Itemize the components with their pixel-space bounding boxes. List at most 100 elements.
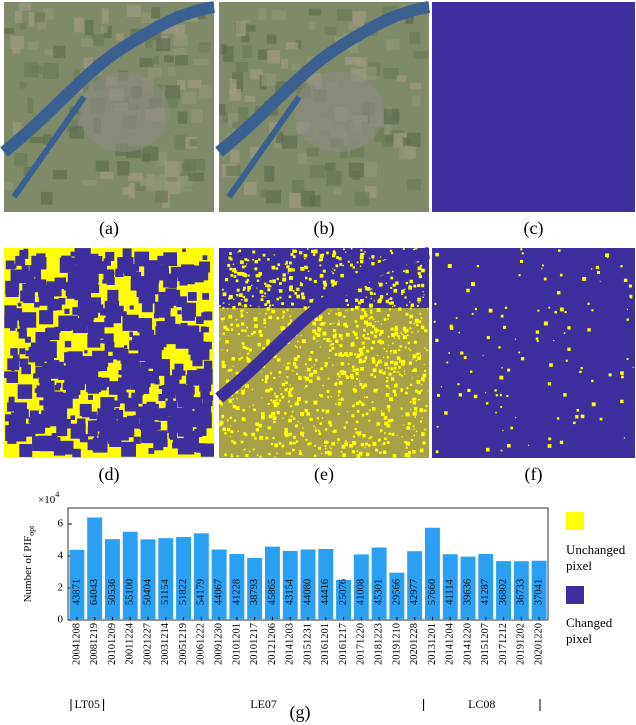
field <box>148 68 161 78</box>
map-speck <box>55 385 60 390</box>
field <box>301 191 315 207</box>
map-speck <box>245 454 248 457</box>
map-speck <box>381 324 382 325</box>
map-speck <box>360 315 364 319</box>
map-speck <box>236 398 237 399</box>
map-speck <box>317 377 320 380</box>
map-speck <box>270 372 272 374</box>
map-speck <box>576 409 579 412</box>
map-speck <box>386 380 388 382</box>
map-speck <box>108 300 115 307</box>
map-speck <box>230 425 231 426</box>
map-speck <box>283 365 284 366</box>
map-speck <box>437 394 440 397</box>
field <box>261 73 276 86</box>
map-speck <box>391 433 394 436</box>
map-speck <box>403 424 404 425</box>
field <box>384 123 391 134</box>
bar-value-label: 29566 <box>391 579 402 605</box>
map-speck <box>345 440 347 442</box>
map-speck <box>485 392 486 393</box>
map-speck <box>420 355 421 356</box>
map-speck <box>278 371 281 374</box>
map-speck <box>579 371 581 373</box>
map-speck <box>309 278 312 281</box>
map-speck <box>241 313 243 315</box>
field <box>410 83 421 89</box>
map-speck <box>238 358 240 360</box>
map-speck <box>367 337 370 340</box>
map-speck <box>347 304 349 306</box>
map-speck <box>444 411 448 415</box>
map-speck <box>629 285 632 288</box>
map-speck <box>374 293 376 295</box>
map-speck <box>421 384 423 386</box>
map-speck <box>220 421 224 425</box>
map-speck <box>317 417 319 419</box>
map-speck <box>313 336 314 337</box>
map-speck <box>329 424 332 427</box>
map-speck <box>360 352 364 356</box>
map-speck <box>294 357 298 361</box>
field <box>27 98 33 113</box>
map-speck <box>386 385 389 388</box>
map-speck <box>510 427 513 430</box>
map-speck <box>415 319 419 323</box>
map-speck <box>416 353 419 356</box>
map-speck <box>102 279 106 283</box>
map-speck <box>356 378 358 380</box>
map-speck <box>339 375 341 377</box>
map-speck <box>369 409 371 411</box>
map-speck <box>380 429 383 432</box>
map-speck <box>597 271 600 274</box>
map-speck <box>323 287 325 289</box>
map-speck <box>262 379 264 381</box>
map-speck <box>230 436 231 437</box>
map-speck <box>356 368 359 371</box>
map-speck <box>318 447 321 450</box>
map-speck <box>537 310 539 312</box>
map-speck <box>261 416 265 420</box>
map-speck <box>326 390 329 393</box>
map-speck <box>233 405 236 408</box>
map-speck <box>384 437 387 440</box>
field <box>43 63 59 79</box>
map-speck <box>506 395 508 397</box>
map-speck <box>345 310 346 311</box>
field <box>282 136 297 149</box>
bar-value-label: 42977 <box>409 579 420 605</box>
map-speck <box>320 328 322 330</box>
map-speck <box>359 381 360 382</box>
field <box>310 165 326 177</box>
map-speck <box>339 257 342 260</box>
map-speck <box>567 348 570 351</box>
map-speck <box>188 371 202 385</box>
map-speck <box>293 290 295 292</box>
map-speck <box>341 451 343 453</box>
map-speck <box>312 322 316 326</box>
map-speck <box>241 392 244 395</box>
map-speck <box>335 404 336 405</box>
map-speck <box>233 398 234 399</box>
map-speck <box>354 353 356 355</box>
map-speck <box>362 414 365 417</box>
map-speck <box>537 340 539 342</box>
map-speck <box>29 431 33 435</box>
map-speck <box>389 373 392 376</box>
map-speck <box>448 264 452 268</box>
map-speck <box>361 361 364 364</box>
map-speck <box>391 328 394 331</box>
map-speck <box>96 380 107 391</box>
map-speck <box>459 393 462 396</box>
map-speck <box>272 266 276 270</box>
map-speck <box>284 431 288 435</box>
map-speck <box>413 401 416 404</box>
map-speck <box>269 304 271 306</box>
map-speck <box>343 248 345 250</box>
map-speck <box>410 384 412 386</box>
map-speck <box>339 334 343 338</box>
map-speck <box>591 380 593 382</box>
map-speck <box>300 412 304 416</box>
map-speck <box>279 376 280 377</box>
map-speck <box>310 356 311 357</box>
